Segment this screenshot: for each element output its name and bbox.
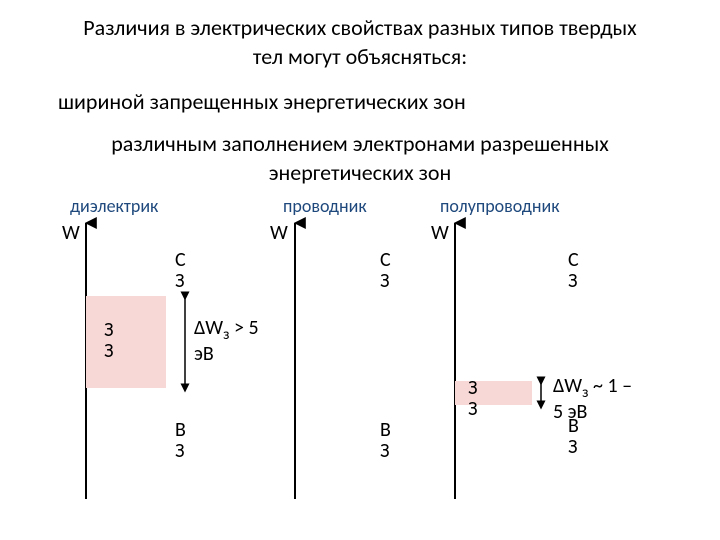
w-label-semiconductor: W (431, 221, 449, 245)
type-conductor: проводник (283, 195, 367, 217)
title-line2: тел могут объясняться: (253, 43, 467, 70)
subpoint-2-line1: различным заполнением электронами разреш… (111, 130, 609, 157)
forbidden-zone-dielectric (86, 296, 166, 388)
vz-label-dielectric: В З (175, 420, 186, 462)
w-label-conductor: W (270, 221, 288, 245)
zz-label-semiconductor: З З (468, 378, 477, 420)
title-line1: Различия в электрических свойствах разны… (83, 14, 636, 41)
vz-label-semiconductor: В З (568, 416, 579, 458)
cz-label-dielectric: С З (175, 250, 186, 292)
w-label-dielectric: W (62, 221, 80, 245)
type-dielectric: диэлектрик (70, 195, 158, 217)
subpoint-1: шириной запрещенных энергетических зон (58, 88, 466, 115)
gap-label-dielectric: ΔWз > 5 эВ (194, 318, 259, 365)
diagram-svg (0, 0, 720, 540)
cz-label-semiconductor: С З (568, 250, 579, 292)
vz-label-conductor: В З (380, 420, 391, 462)
subpoint-2-line2: энергетических зон (269, 159, 452, 186)
type-semiconductor: полупроводник (440, 195, 560, 217)
gap-label-semiconductor: ΔWз ~ 1 – 5 эВ (553, 376, 632, 423)
forbidden-zone-semiconductor (455, 381, 532, 405)
zz-label-dielectric: З З (104, 320, 113, 362)
cz-label-conductor: С З (380, 250, 391, 292)
page-title: Различия в электрических свойствах разны… (0, 14, 720, 71)
subpoint-2: различным заполнением электронами разреш… (0, 130, 720, 187)
